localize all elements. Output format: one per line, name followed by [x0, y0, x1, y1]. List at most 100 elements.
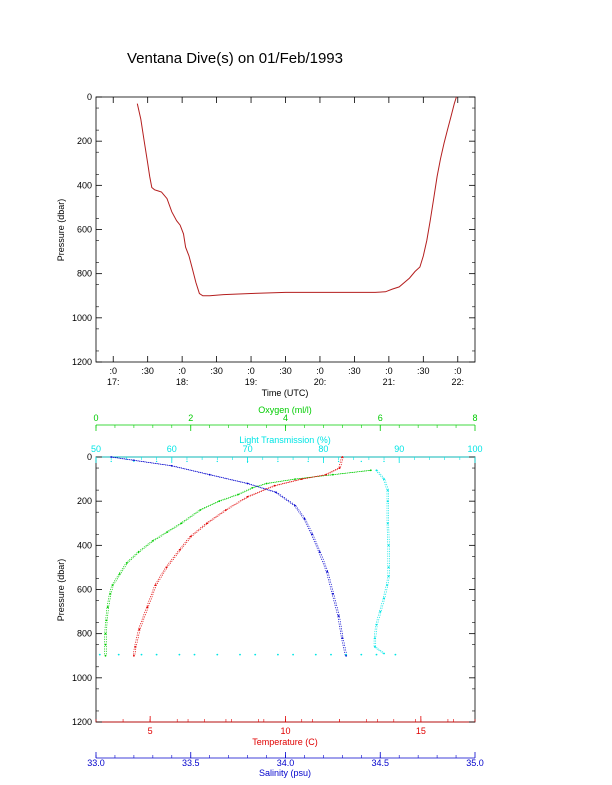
oxygen-axis-tick-label: 4 — [283, 413, 288, 423]
oxygen-point — [180, 522, 183, 525]
bottom-series — [98, 456, 397, 657]
temperature-axis-tick-label: 15 — [416, 726, 426, 736]
temperature-point — [134, 646, 137, 648]
bottom-y-axis-label: Pressure (dbar) — [56, 559, 66, 622]
top-x-tick-label: :0 — [385, 366, 393, 376]
light-transmission-point — [375, 469, 378, 472]
temperature-point — [325, 473, 327, 476]
light-transmission-point — [277, 653, 279, 656]
top-x-tick-label: :0 — [454, 366, 462, 376]
temperature-point — [133, 654, 135, 657]
bottom-y-axis: 0 200 400 600 800 1000 1200 — [72, 452, 475, 727]
light-transmission-point — [254, 653, 257, 656]
temperature-point — [341, 456, 344, 458]
top-x-tick-label: 21: — [383, 377, 396, 387]
oxygen-axis: 0 2 4 6 8 — [93, 413, 478, 431]
light-transmission-point — [246, 460, 249, 463]
light-transmission-point — [383, 478, 385, 480]
salinity-point — [337, 615, 340, 617]
pressure-time-line — [136, 96, 457, 297]
top-y-tick-label: 1200 — [72, 357, 92, 367]
oxygen-point — [109, 593, 112, 595]
salinity-point — [208, 473, 211, 476]
temperature-point — [206, 522, 208, 525]
top-y-tick-label: 0 — [87, 92, 92, 102]
top-x-tick-label: :0 — [109, 366, 117, 376]
oxygen-point — [251, 487, 254, 489]
light-transmission-point — [345, 653, 347, 656]
top-x-tick-label: :30 — [210, 366, 223, 376]
bottom-y-tick-label: 1000 — [72, 673, 92, 683]
light-transmission-point — [386, 584, 388, 586]
oxygen-point — [199, 509, 202, 511]
temperature-point — [273, 484, 276, 487]
salinity-point — [246, 482, 249, 485]
temperature-point — [179, 548, 181, 551]
top-x-tick-label: 19: — [245, 377, 258, 387]
salinity-point — [311, 533, 313, 536]
light-axis-tick-label: 80 — [318, 444, 328, 454]
light-transmission-point — [292, 653, 294, 656]
top-x-tick-label: :0 — [316, 366, 324, 376]
bottom-y-tick-label: 400 — [77, 540, 92, 550]
oxygen-profile — [104, 469, 371, 656]
light-transmission-point — [193, 653, 196, 656]
top-x-tick-label: :30 — [279, 366, 292, 376]
salinity-axis: 33.0 33.5 34.0 34.5 35.0 — [87, 752, 484, 768]
light-transmission-point — [330, 653, 332, 656]
bottom-y-tick-label: 1200 — [72, 717, 92, 727]
temperature-point — [338, 467, 341, 469]
light-axis-label: Light Transmission (%) — [239, 435, 331, 445]
salinity-point — [332, 593, 334, 595]
light-transmission-point — [360, 460, 362, 463]
bottom-y-tick-label: 200 — [77, 496, 92, 506]
oxygen-axis-tick-label: 8 — [472, 413, 477, 423]
light-transmission-point — [383, 460, 385, 463]
temperature-profile — [132, 456, 342, 656]
top-series — [136, 96, 457, 297]
salinity-profile — [110, 456, 346, 656]
top-x-tick-label: :30 — [348, 366, 361, 376]
light-axis-tick-label: 100 — [467, 444, 482, 454]
light-transmission-point — [387, 566, 390, 569]
temperature-point — [300, 478, 303, 480]
top-y-tick-label: 1000 — [72, 313, 92, 323]
light-transmission-point — [140, 653, 143, 656]
top-x-axis: :017::30:018::30:019::30:020::30:021::30… — [107, 97, 464, 387]
light-axis-tick-label: 70 — [243, 444, 253, 454]
oxygen-point — [104, 632, 107, 635]
oxygen-point — [166, 531, 169, 533]
temperature-axis-label: Temperature (C) — [252, 737, 318, 747]
oxygen-point — [111, 584, 114, 586]
top-plot-frame — [95, 96, 476, 363]
oxygen-point — [104, 643, 107, 646]
oxygen-point — [332, 473, 334, 476]
top-x-tick-label: 17: — [107, 377, 120, 387]
light-transmission-point — [374, 646, 376, 648]
light-transmission-point — [110, 460, 112, 463]
salinity-axis-tick-label: 35.0 — [466, 758, 484, 768]
light-transmission-point — [155, 653, 158, 656]
bottom-y-tick-label: 800 — [77, 629, 92, 639]
light-transmission-point — [155, 460, 158, 463]
light-axis: 50 60 70 80 90 100 — [91, 444, 483, 463]
light-transmission-point — [386, 489, 389, 491]
temperature-point — [165, 566, 168, 569]
top-x-tick-label: 20: — [314, 377, 327, 387]
top-y-axis: 0 200 400 600 800 1000 1200 — [72, 92, 475, 367]
light-transmission-point — [387, 544, 390, 547]
salinity-axis-label: Salinity (psu) — [259, 768, 311, 778]
oxygen-point — [237, 493, 240, 496]
bottom-y-tick-label: 0 — [87, 452, 92, 462]
light-transmission-point — [239, 653, 241, 656]
oxygen-point — [104, 654, 107, 657]
salinity-point — [170, 464, 173, 467]
oxygen-point — [218, 500, 221, 503]
light-transmission-point — [178, 653, 181, 656]
oxygen-point — [105, 619, 108, 622]
temperature-point — [138, 628, 141, 631]
salinity-point — [275, 491, 277, 494]
light-transmission-point — [337, 460, 340, 463]
